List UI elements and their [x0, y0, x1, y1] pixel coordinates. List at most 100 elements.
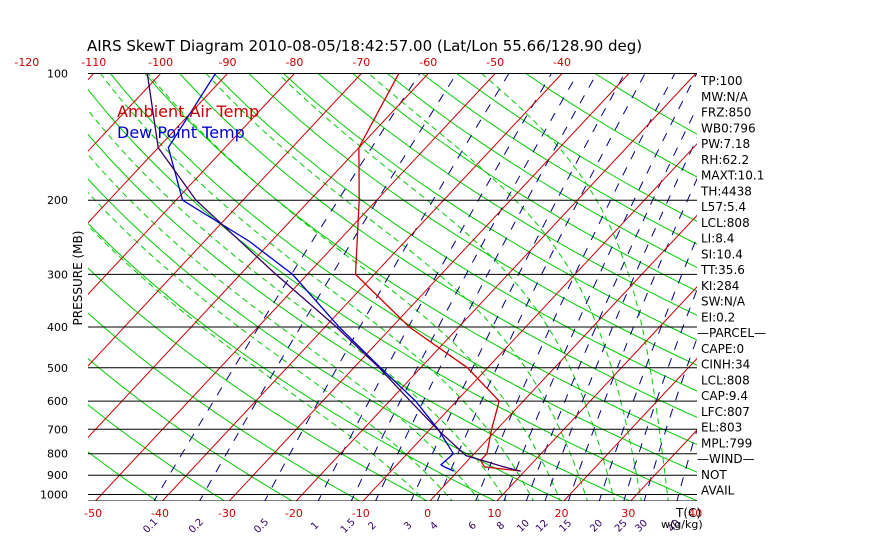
- dry-adiabat-line: [88, 267, 429, 501]
- isotherm-line: [88, 73, 362, 367]
- dry-adiabat-line: [317, 73, 697, 316]
- bottom-temp-tick-label: -40: [151, 507, 169, 520]
- bottom-temp-tick-label: 10: [488, 507, 502, 520]
- mixing-ratio-tick-label: 10: [515, 518, 532, 535]
- mixing-ratio-tick-label: 20: [588, 518, 605, 535]
- temperature-unit-label: T(C): [675, 506, 701, 520]
- temperature-profile: [354, 73, 521, 472]
- index-item: TP:100: [700, 74, 743, 88]
- pressure-tick-label: 900: [47, 469, 68, 482]
- pressure-tick-label: 400: [47, 321, 68, 334]
- moist-adiabat-line: [100, 73, 534, 501]
- isotherm-line: [88, 73, 429, 439]
- top-temp-tick-label: -90: [219, 56, 237, 69]
- index-item: LFC:807: [701, 405, 750, 419]
- dry-adiabat-line: [88, 133, 632, 501]
- isotherm-line: [295, 73, 697, 501]
- isotherm-line: [161, 73, 563, 501]
- dewpoint-profile: [167, 73, 455, 472]
- index-item: NOT: [701, 468, 727, 482]
- pressure-tick-label: 700: [47, 423, 68, 436]
- pressure-tick-label: 500: [47, 362, 68, 375]
- mixing-ratio-line: [317, 73, 552, 501]
- mixing-ratio-line: [350, 73, 579, 501]
- top-temp-tick-label: -100: [148, 56, 173, 69]
- isotherm-line: [0, 74, 27, 504]
- mixing-ratio-tick-label: 2: [367, 520, 379, 532]
- isotherm-line: [88, 73, 295, 296]
- index-item: LI:8.4: [701, 232, 734, 246]
- moist-adiabat-line: [88, 191, 453, 501]
- mixing-ratio-line: [374, 73, 598, 501]
- mixing-ratio-tick-label: 6: [467, 520, 479, 532]
- bottom-temp-tick-label: -50: [84, 507, 102, 520]
- pressure-tick-label: 300: [47, 268, 68, 281]
- dry-adiabat-line: [456, 73, 697, 223]
- mixing-ratio-line: [198, 73, 458, 501]
- bottom-temp-tick-label: -10: [352, 507, 370, 520]
- mixing-ratio-unit-label: w(g/kg): [661, 518, 703, 531]
- mixing-ratio-tick-label: 15: [557, 518, 574, 535]
- indices-section-header: —PARCEL—: [697, 326, 766, 340]
- bottom-temperature-labels: -50 -40 -30 -20 -10 0 10 20 30 40: [84, 507, 702, 520]
- moist-adiabat-line: [481, 73, 669, 501]
- moist-adiabat-line: [88, 153, 480, 501]
- mixing-ratio-line: [676, 428, 697, 501]
- top-temp-tick-label: -60: [419, 56, 437, 69]
- isotherm-line: [94, 73, 496, 501]
- moist-adiabat-line: [277, 73, 615, 501]
- dry-adiabat-line: [179, 73, 697, 418]
- moist-adiabat-line: [368, 73, 642, 501]
- dry-adiabat-line: [88, 312, 361, 501]
- chart-title: AIRS SkewT Diagram 2010-08-05/18:42:57.0…: [87, 37, 642, 55]
- mixing-ratio-tick-label: 25: [613, 518, 630, 535]
- index-item: EL:803: [701, 421, 742, 435]
- dry-adiabat-line: [88, 404, 226, 501]
- index-item: TH:4438: [700, 184, 752, 198]
- dry-adiabat-line: [248, 73, 697, 366]
- index-item: EI:0.2: [701, 310, 735, 324]
- mixing-ratio-tick-label: 3: [402, 520, 414, 532]
- mixing-ratio-tick-label: 8: [495, 520, 507, 532]
- mixing-ratio-line: [643, 336, 697, 501]
- dry-adiabat-line: [144, 73, 697, 446]
- y-axis-label: PRESSURE (MB): [71, 231, 85, 326]
- bottom-temp-tick-label: 20: [554, 507, 568, 520]
- mixing-ratio-tick-label: 1: [309, 520, 321, 532]
- isotherm-line: [563, 357, 697, 501]
- dry-adiabat-line: [213, 73, 697, 392]
- pressure-tick-labels: 100 200 300 400 500 600 700 800 900 1000: [40, 68, 68, 502]
- isotherm-line: [429, 214, 697, 501]
- mixing-ratio-line: [598, 236, 697, 501]
- mixing-ratio-line: [503, 73, 697, 501]
- pressure-tick-label: 200: [47, 194, 68, 207]
- moist-adiabat-line: [88, 224, 426, 501]
- index-item: LCL:808: [701, 216, 750, 230]
- index-item: MAXT:10.1: [701, 169, 764, 183]
- profiles: [146, 73, 521, 472]
- bottom-temp-tick-label: 40: [688, 507, 702, 520]
- bottom-temp-tick-label: 0: [424, 507, 431, 520]
- pressure-tick-label: 100: [47, 68, 68, 81]
- mixing-ratio-tick-label: 0.5: [252, 517, 271, 536]
- top-temp-tick-label: -70: [352, 56, 370, 69]
- isotherms: [0, 73, 697, 504]
- moist-adiabat-line: [147, 73, 561, 501]
- dry-adiabat-line: [387, 73, 697, 269]
- indices-section-header: —WIND—: [697, 452, 755, 466]
- index-item: CAP:9.4: [701, 389, 748, 403]
- mixing-ratio-tick-label: 30: [633, 518, 650, 535]
- index-item: PW:7.18: [701, 137, 750, 151]
- isotherm-line: [496, 286, 697, 501]
- isotherm-line: [362, 143, 697, 501]
- dry-adiabat-line: [283, 73, 697, 341]
- index-item: WB0:796: [701, 121, 756, 135]
- index-item: CAPE:0: [701, 342, 744, 356]
- isobars: [88, 73, 697, 501]
- index-item: TT:35.6: [700, 263, 745, 277]
- bottom-temp-tick-label: -20: [285, 507, 303, 520]
- isotherm-line: [629, 429, 697, 501]
- dry-adiabat-line: [88, 451, 158, 501]
- isotherm-line: [88, 73, 228, 224]
